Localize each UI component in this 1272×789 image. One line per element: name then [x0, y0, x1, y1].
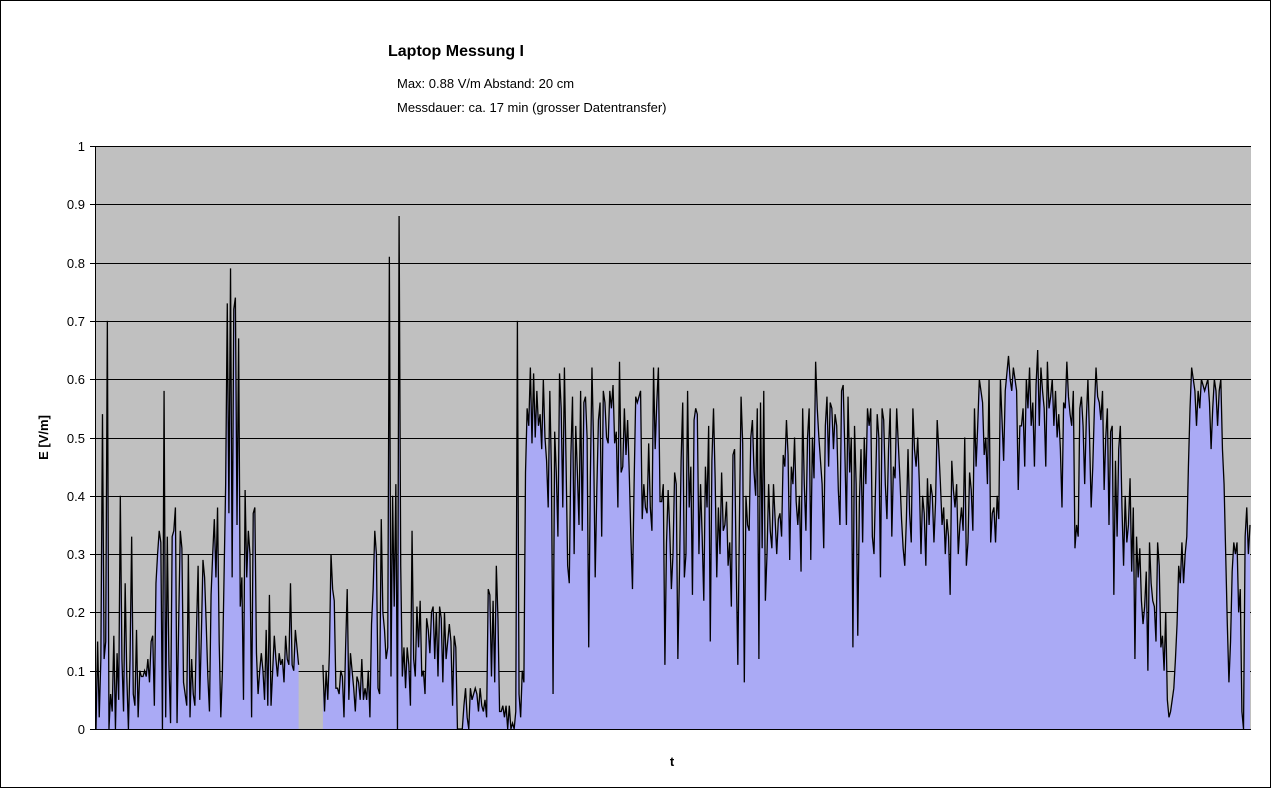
x-axis-title: t	[670, 754, 675, 769]
y-tick-label: 0.4	[67, 489, 85, 504]
y-tick-labels: 0 0.1 0.2 0.3 0.4 0.5 0.6 0.7 0.8 0.9 1	[67, 139, 85, 737]
series-area	[322, 215, 1250, 729]
axes	[90, 146, 1251, 730]
y-tick-label: 0.2	[67, 605, 85, 620]
y-tick-label: 0.8	[67, 256, 85, 271]
series-line	[322, 215, 1251, 730]
y-tick-label: 0.6	[67, 372, 85, 387]
y-tick-label: 0	[78, 722, 85, 737]
chart-title: Laptop Messung I	[388, 43, 524, 60]
chart-subtitle-line-2: Messdauer: ca. 17 min (grosser Datentran…	[397, 100, 667, 115]
y-axis-title: E [V/m]	[36, 415, 51, 460]
y-tick-label: 1	[78, 139, 85, 154]
y-tick-label: 0.3	[67, 547, 85, 562]
series-group	[95, 215, 1251, 730]
y-tick-label: 0.1	[67, 664, 85, 679]
y-tick-label: 0.7	[67, 314, 85, 329]
y-tick-label: 0.5	[67, 431, 85, 446]
y-tick-label: 0.9	[67, 197, 85, 212]
chart-subtitle-line-1: Max: 0.88 V/m Abstand: 20 cm	[397, 76, 575, 91]
series-area	[96, 268, 299, 729]
series-line	[95, 268, 300, 730]
